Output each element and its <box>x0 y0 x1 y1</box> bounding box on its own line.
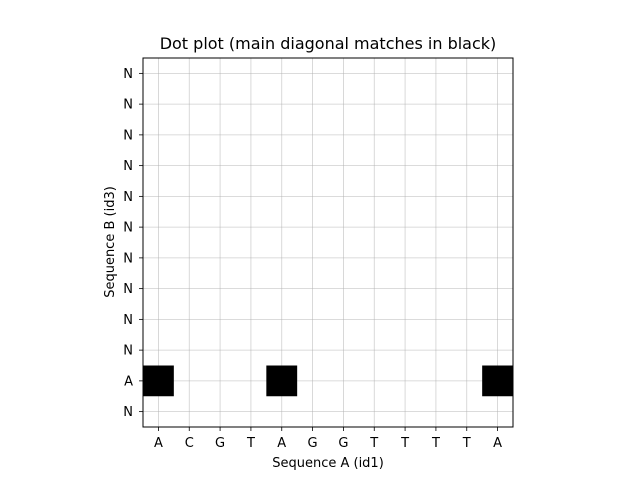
x-tick-label: T <box>369 436 378 451</box>
grid-lines <box>143 58 513 427</box>
y-tick-label: N <box>123 313 133 328</box>
x-tick-label: T <box>400 436 409 451</box>
y-tick-label: N <box>123 190 133 205</box>
x-tick-label: C <box>185 436 194 451</box>
y-tick-label: N <box>123 344 133 359</box>
x-tick-label: A <box>493 436 502 451</box>
match-cell <box>143 365 174 397</box>
plot-frame <box>142 57 514 428</box>
y-tick-label: N <box>123 159 133 174</box>
x-axis-label: Sequence A (id1) <box>272 456 384 471</box>
y-tick-label: N <box>123 405 133 420</box>
y-tick-label: N <box>123 67 133 82</box>
y-tick-label: N <box>123 282 133 297</box>
x-tick-label: G <box>215 436 225 451</box>
y-tick-label: N <box>123 221 133 236</box>
x-tick-label: A <box>277 436 286 451</box>
chart-title: Dot plot (main diagonal matches in black… <box>160 34 497 53</box>
x-tick-label: T <box>462 436 471 451</box>
x-tick-label: T <box>246 436 255 451</box>
x-tick-label: A <box>154 436 163 451</box>
y-tick-label: N <box>123 251 133 266</box>
x-tick-label: G <box>338 436 348 451</box>
y-tick-label: A <box>124 374 133 389</box>
x-tick-label: T <box>431 436 440 451</box>
y-tick-label: N <box>123 128 133 143</box>
match-cells <box>143 365 513 397</box>
match-cell <box>482 365 513 397</box>
y-axis-label: Sequence B (id3) <box>103 186 118 298</box>
match-cell <box>266 365 298 397</box>
y-tick-label: N <box>123 98 133 113</box>
x-tick-label: G <box>308 436 318 451</box>
